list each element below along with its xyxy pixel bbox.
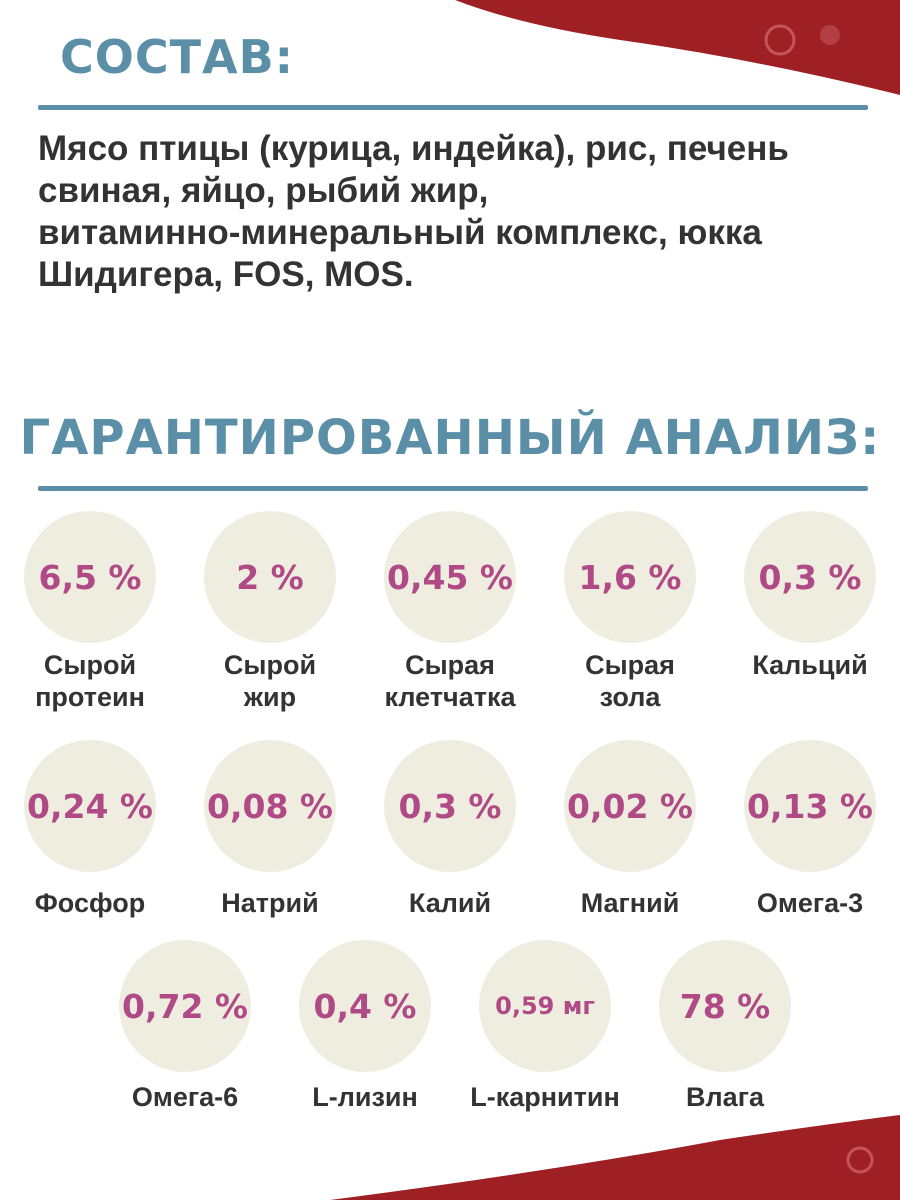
- composition-line: свиная, яйцо, рыбий жир,: [38, 171, 489, 210]
- value-circle: 0,02 %: [564, 740, 696, 872]
- label-line: L-лизин: [312, 1082, 418, 1112]
- value-circle: 2 %: [204, 511, 336, 643]
- composition-line: витаминно-минеральный комплекс, юкка: [38, 213, 762, 252]
- divider: [38, 486, 868, 491]
- item-label: Калий: [355, 887, 545, 919]
- item-label: Омега-6: [90, 1081, 280, 1113]
- composition-text: Мясо птицы (курица, индейка), рис, печен…: [38, 128, 789, 296]
- label-line: зола: [599, 682, 661, 712]
- value-circle: 0,72 %: [119, 940, 251, 1072]
- label-line: жир: [243, 682, 297, 712]
- label-line: Сырая: [405, 650, 495, 680]
- item-label: Сырой жир: [175, 649, 365, 713]
- label-line: Влага: [686, 1082, 764, 1112]
- label-line: Омега-3: [756, 888, 864, 918]
- item-label: Сырая клетчатка: [355, 649, 545, 713]
- value-circle: 1,6 %: [564, 511, 696, 643]
- item-label: Сырой протеин: [0, 649, 185, 713]
- item-label: L-лизин: [270, 1081, 460, 1113]
- item-label: Сырая зола: [535, 649, 725, 713]
- composition-line: Шидигера, FOS, MOS.: [38, 255, 414, 294]
- label-line: Фосфор: [34, 888, 146, 918]
- value-circle: 0,45 %: [384, 511, 516, 643]
- value-circle: 0,24 %: [24, 740, 156, 872]
- value-circle: 0,4 %: [299, 940, 431, 1072]
- label-line: Сырая: [585, 650, 675, 680]
- value-circle: 6,5 %: [24, 511, 156, 643]
- item-label: Магний: [535, 887, 725, 919]
- value-circle: 0,3 %: [384, 740, 516, 872]
- label-line: Кальций: [752, 650, 868, 680]
- value-circle: 0,08 %: [204, 740, 336, 872]
- composition-title: СОСТАВ:: [60, 30, 295, 84]
- label-line: Омега-6: [131, 1082, 239, 1112]
- label-line: Сырой: [223, 650, 317, 680]
- item-label: L-карнитин: [450, 1081, 640, 1113]
- value-circle: 78 %: [659, 940, 791, 1072]
- label-line: Магний: [580, 888, 680, 918]
- label-line: протеин: [35, 682, 145, 712]
- item-label: Кальций: [715, 649, 900, 681]
- item-label: Фосфор: [0, 887, 185, 919]
- label-line: Натрий: [221, 888, 319, 918]
- composition-line: Мясо птицы (курица, индейка), рис, печен…: [38, 129, 789, 168]
- label-line: Сырой: [43, 650, 137, 680]
- item-label: Влага: [630, 1081, 820, 1113]
- label-line: Калий: [408, 888, 492, 918]
- item-label: Натрий: [175, 887, 365, 919]
- analysis-title: ГАРАНТИРОВАННЫЙ АНАЛИЗ:: [19, 410, 881, 466]
- label-line: клетчатка: [384, 682, 516, 712]
- divider: [38, 105, 868, 110]
- item-label: Омега-3: [715, 887, 900, 919]
- value-circle: 0,13 %: [744, 740, 876, 872]
- value-circle: 0,3 %: [744, 511, 876, 643]
- value-circle: 0,59 мг: [479, 940, 611, 1072]
- label-line: L-карнитин: [470, 1082, 620, 1112]
